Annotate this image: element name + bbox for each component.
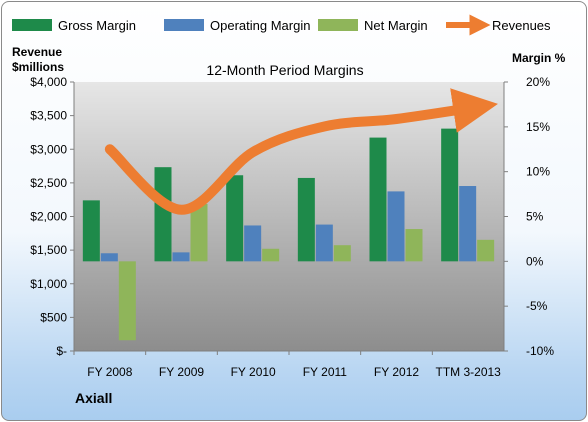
x-tick-label: TTM 3-2013 (435, 365, 501, 379)
bar-net-margin-fy-2009 (190, 203, 208, 262)
legend-swatch-gross-margin (12, 19, 52, 31)
revenue-line-path (104, 88, 498, 215)
bar-operating-margin-fy-2012 (387, 191, 405, 262)
x-tick-label: FY 2008 (87, 365, 132, 379)
legend-label-revenues: Revenues (492, 18, 551, 33)
bar-net-margin-fy-2011 (333, 245, 351, 262)
bar-gross-margin-fy-2011 (297, 177, 315, 262)
right-tick-label: 10% (526, 165, 550, 179)
bar-gross-margin-fy-2010 (226, 175, 244, 262)
left-axis-label-line2: $millions (12, 60, 64, 74)
legend-label-gross-margin: Gross Margin (58, 18, 136, 33)
x-tick-label: FY 2012 (374, 365, 419, 379)
bar-operating-margin-fy-2010 (244, 225, 262, 262)
axes: $- $500 $1,000 $1,500 $2,000 $2,500 $3,000 $3,5… (30, 75, 554, 379)
right-axis-label: Margin % (512, 51, 566, 65)
bar-gross-margin-ttm-3-2013 (441, 128, 459, 262)
legend-swatch-net-margin (318, 19, 358, 31)
bar-gross-margin-fy-2009 (154, 167, 172, 262)
revenue-line (104, 88, 498, 215)
right-tick-label: 20% (526, 75, 550, 89)
plot-area (74, 82, 504, 351)
bar-operating-margin-fy-2011 (315, 224, 333, 262)
x-tick-label: FY 2010 (231, 365, 276, 379)
bar-series (82, 128, 495, 341)
bar-net-margin-fy-2010 (262, 248, 280, 262)
bar-gross-margin-fy-2008 (82, 200, 100, 262)
right-tick-label: 0% (526, 254, 544, 268)
bar-net-margin-ttm-3-2013 (477, 239, 495, 262)
x-tick-label: FY 2011 (303, 365, 348, 379)
right-tick-label: -5% (526, 299, 548, 313)
legend-label-net-margin: Net Margin (364, 18, 428, 33)
legend-swatch-operating-margin (164, 19, 204, 31)
bar-operating-margin-ttm-3-2013 (459, 186, 477, 262)
right-tick-label: 5% (526, 210, 544, 224)
chart-title: 12-Month Period Margins (206, 62, 363, 78)
x-tick-label: FY 2009 (159, 365, 204, 379)
right-tick-label: -10% (526, 344, 554, 358)
left-tick-label: $1,000 (30, 277, 67, 291)
left-tick-label: $500 (40, 310, 67, 324)
legend: Gross Margin Operating Margin Net Margin Re… (12, 14, 551, 36)
left-tick-label: $- (56, 344, 67, 358)
bar-operating-margin-fy-2008 (100, 253, 118, 262)
left-tick-label: $3,500 (30, 109, 67, 123)
left-tick-label: $1,500 (30, 243, 67, 257)
left-tick-label: $4,000 (30, 75, 67, 89)
left-tick-label: $3,000 (30, 142, 67, 156)
left-tick-label: $2,500 (30, 176, 67, 190)
bar-operating-margin-fy-2009 (172, 252, 190, 262)
bar-net-margin-fy-2008 (118, 261, 136, 341)
right-tick-label: 15% (526, 120, 550, 134)
legend-label-operating-margin: Operating Margin (210, 18, 310, 33)
company-label: Axiall (75, 390, 112, 406)
left-axis-label-line1: Revenue (12, 45, 62, 59)
bar-gross-margin-fy-2012 (369, 137, 387, 262)
bar-net-margin-fy-2012 (405, 229, 423, 262)
left-tick-label: $2,000 (30, 210, 67, 224)
